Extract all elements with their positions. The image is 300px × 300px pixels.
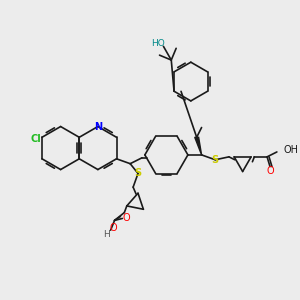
Text: HO: HO (151, 39, 164, 48)
Polygon shape (195, 137, 202, 155)
Text: Cl: Cl (31, 134, 41, 144)
Text: O: O (122, 213, 130, 224)
Text: OH: OH (284, 145, 299, 155)
Text: S: S (212, 155, 219, 165)
Text: H: H (103, 230, 110, 238)
Text: O: O (266, 166, 274, 176)
Text: S: S (134, 169, 142, 178)
Text: O: O (110, 223, 117, 233)
Text: N: N (94, 122, 102, 131)
